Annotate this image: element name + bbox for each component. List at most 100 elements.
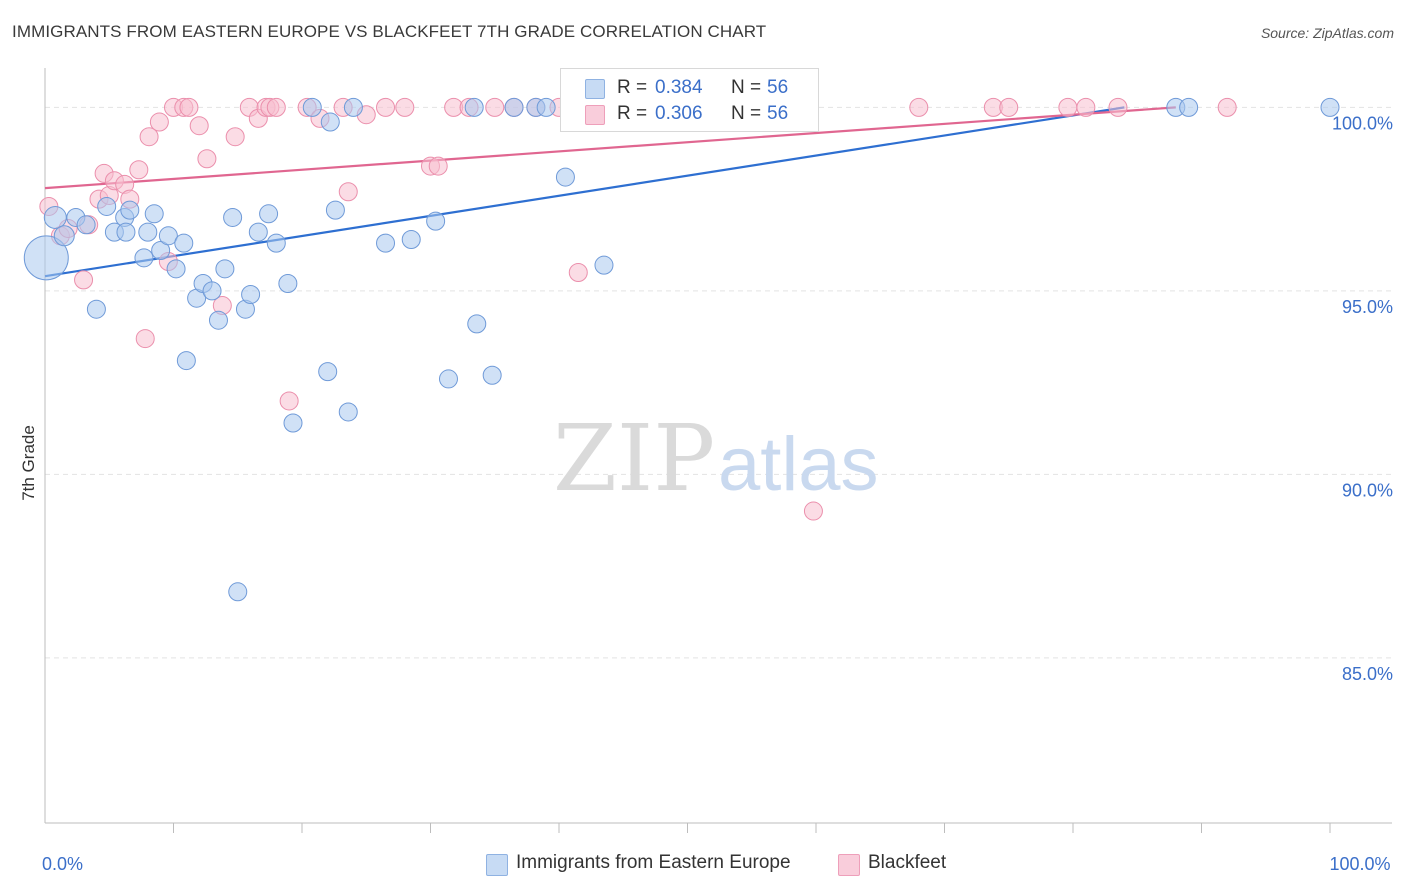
point-eastern-europe	[116, 222, 136, 242]
point-eastern-europe	[151, 240, 171, 260]
point-eastern-europe	[426, 211, 446, 231]
watermark-atlas: atlas	[718, 422, 879, 507]
point-eastern-europe	[278, 274, 298, 294]
point-blackfeet	[395, 97, 415, 117]
point-blackfeet	[803, 501, 823, 521]
trend-lines	[44, 106, 1176, 278]
axes	[44, 68, 1392, 833]
point-eastern-europe	[464, 97, 484, 117]
point-blackfeet	[266, 97, 286, 117]
point-blackfeet	[999, 97, 1019, 117]
point-eastern-europe	[208, 310, 228, 330]
n-value: 56	[767, 103, 789, 124]
point-eastern-europe	[259, 204, 279, 224]
point-blackfeet	[197, 149, 217, 169]
r-label: R =	[617, 77, 648, 98]
point-eastern-europe	[555, 167, 575, 187]
point-blackfeet	[485, 97, 505, 117]
point-eastern-europe	[174, 233, 194, 253]
point-eastern-europe	[43, 205, 67, 229]
point-blackfeet	[225, 127, 245, 147]
point-eastern-europe	[176, 351, 196, 371]
point-blackfeet	[279, 391, 299, 411]
data-points	[23, 97, 1340, 602]
point-eastern-europe	[343, 97, 363, 117]
r-value: 0.384	[655, 77, 703, 98]
point-blackfeet	[1058, 97, 1078, 117]
point-eastern-europe	[318, 362, 338, 382]
point-eastern-europe	[401, 229, 421, 249]
point-blackfeet	[189, 116, 209, 136]
blue-swatch	[486, 854, 508, 876]
gridlines	[45, 106, 1392, 659]
watermark-zip: ZIP	[553, 405, 715, 512]
trend-line-eastern-europe	[44, 106, 1125, 278]
point-blackfeet	[568, 263, 588, 283]
point-blackfeet	[149, 112, 169, 132]
point-eastern-europe	[202, 281, 222, 301]
point-eastern-europe	[215, 259, 235, 279]
tick-labels: 100.0% 95.0% 90.0% 85.0% 0.0% 100.0%	[42, 113, 1393, 874]
point-eastern-europe	[134, 248, 154, 268]
point-eastern-europe	[241, 285, 261, 305]
blue-swatch	[585, 79, 605, 99]
point-eastern-europe	[144, 204, 164, 224]
point-eastern-europe	[1179, 97, 1199, 117]
n-label: N =	[731, 103, 762, 124]
trend-line-blackfeet	[44, 106, 1176, 190]
x-tick-label: 100.0%	[1329, 854, 1390, 874]
point-blackfeet	[135, 329, 155, 349]
point-blackfeet	[179, 97, 199, 117]
chart-title: IMMIGRANTS FROM EASTERN EUROPE VS BLACKF…	[12, 22, 767, 41]
point-eastern-europe	[120, 200, 140, 220]
point-eastern-europe	[158, 226, 178, 246]
point-eastern-europe	[536, 97, 556, 117]
y-tick-label: 90.0%	[1342, 480, 1393, 500]
point-blackfeet	[139, 127, 159, 147]
x-tick-label: 0.0%	[42, 854, 83, 874]
point-eastern-europe	[594, 255, 614, 275]
point-eastern-europe	[302, 97, 322, 117]
n-label: N =	[731, 77, 762, 98]
point-eastern-europe	[97, 196, 117, 216]
point-eastern-europe	[166, 259, 186, 279]
point-eastern-europe	[53, 225, 75, 247]
point-blackfeet	[1108, 97, 1128, 117]
n-value: 56	[767, 77, 789, 98]
point-eastern-europe	[283, 413, 303, 433]
y-tick-label: 85.0%	[1342, 664, 1393, 684]
point-eastern-europe	[86, 299, 106, 319]
point-eastern-europe	[467, 314, 487, 334]
point-eastern-europe	[338, 402, 358, 422]
stats-legend: R = 0.384 N = 56 R = 0.306 N = 56	[560, 68, 819, 132]
point-blackfeet	[428, 156, 448, 176]
source-credit: Source: ZipAtlas.com	[1260, 25, 1394, 41]
legend-label: Immigrants from Eastern Europe	[516, 852, 791, 873]
r-value: 0.306	[655, 103, 703, 124]
point-eastern-europe	[266, 233, 286, 253]
point-blackfeet	[129, 160, 149, 180]
point-eastern-europe	[325, 200, 345, 220]
y-tick-label: 100.0%	[1332, 113, 1393, 133]
point-blackfeet	[74, 270, 94, 290]
y-axis-label: 7th Grade	[19, 425, 38, 501]
point-eastern-europe	[438, 369, 458, 389]
point-eastern-europe	[376, 233, 396, 253]
point-eastern-europe	[23, 235, 69, 281]
watermark: ZIP atlas	[553, 405, 879, 512]
point-blackfeet	[909, 97, 929, 117]
point-eastern-europe	[138, 222, 158, 242]
point-eastern-europe	[76, 215, 96, 235]
point-eastern-europe	[504, 97, 524, 117]
point-blackfeet	[1076, 97, 1096, 117]
r-label: R =	[617, 103, 648, 124]
point-eastern-europe	[248, 222, 268, 242]
pink-swatch	[585, 105, 605, 125]
point-eastern-europe	[228, 582, 248, 602]
point-eastern-europe	[1320, 97, 1340, 117]
point-blackfeet	[376, 97, 396, 117]
y-tick-label: 95.0%	[1342, 297, 1393, 317]
point-eastern-europe	[320, 112, 340, 132]
pink-swatch	[838, 854, 860, 876]
